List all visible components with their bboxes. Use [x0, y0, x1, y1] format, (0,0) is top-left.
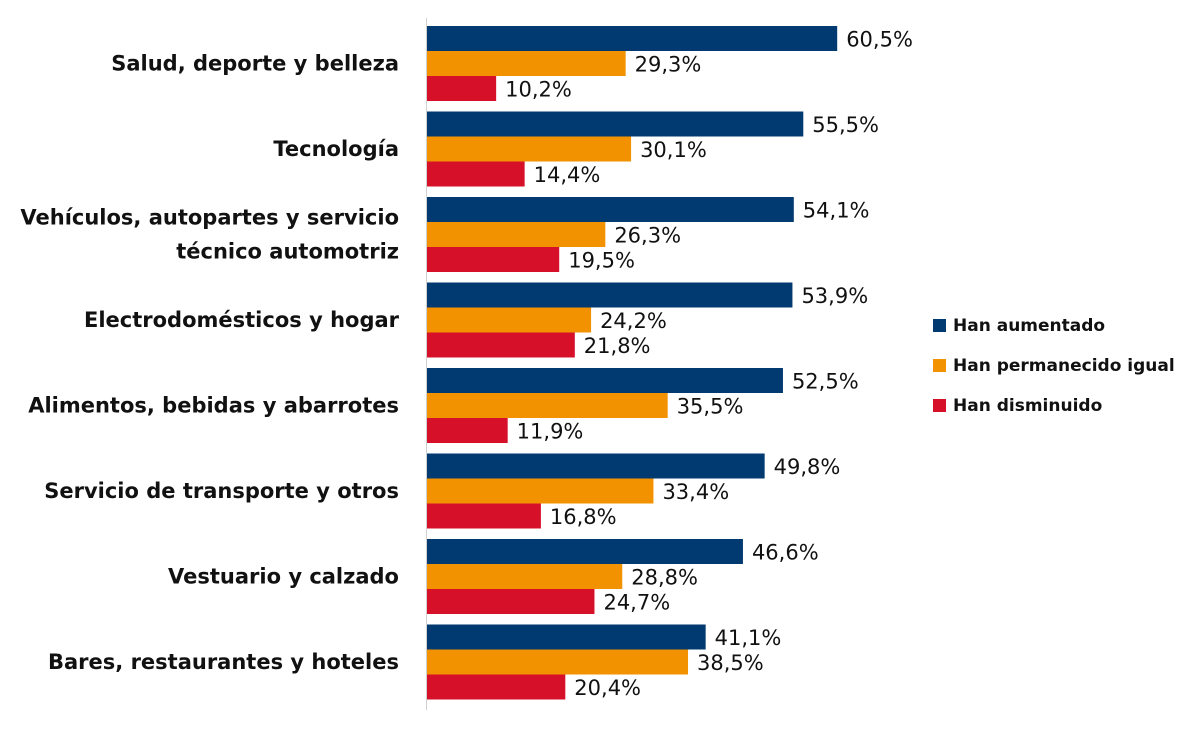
bar-han-aumentado — [427, 539, 743, 564]
value-label: 10,2% — [505, 78, 572, 102]
bars-group — [427, 26, 838, 700]
category-label: Salud, deporte y belleza — [111, 52, 399, 76]
bar-han-aumentado — [427, 624, 706, 650]
value-label: 28,8% — [631, 566, 698, 590]
bar-han-permanecido-igual — [427, 222, 606, 247]
bar-han-disminuido — [427, 161, 525, 187]
legend-swatch — [933, 399, 946, 412]
legend-label: Han aumentado — [953, 316, 1105, 336]
bar-han-aumentado — [427, 368, 783, 393]
legend: Han aumentado Han permanecido igual Han di… — [933, 316, 1175, 416]
category-label: técnico automotriz — [176, 240, 399, 264]
value-label: 26,3% — [614, 224, 681, 248]
value-label: 16,8% — [550, 505, 617, 529]
value-label: 60,5% — [846, 28, 913, 52]
value-label: 38,5% — [697, 651, 764, 675]
value-label: 14,4% — [534, 163, 601, 187]
bar-han-permanecido-igual — [427, 393, 668, 418]
value-label: 49,8% — [774, 455, 841, 479]
bar-han-disminuido — [427, 332, 575, 358]
value-label: 21,8% — [584, 334, 651, 358]
legend-swatch — [933, 319, 946, 332]
category-label: Tecnología — [273, 137, 399, 161]
legend-swatch — [933, 359, 946, 372]
bar-han-aumentado — [427, 197, 794, 222]
category-label: Alimentos, bebidas y abarrotes — [28, 394, 399, 418]
bar-han-disminuido — [427, 589, 595, 614]
bar-han-permanecido-igual — [427, 564, 623, 589]
value-label: 52,5% — [792, 370, 859, 394]
bar-han-disminuido — [427, 503, 541, 529]
legend-label: Han permanecido igual — [953, 356, 1175, 376]
category-label: Electrodomésticos y hogar — [84, 308, 400, 332]
bar-han-permanecido-igual — [427, 136, 632, 162]
value-label: 19,5% — [568, 249, 635, 273]
category-labels-group: Salud, deporte y belleza Tecnología Vehícu… — [20, 52, 399, 675]
category-label: Vehículos, autopartes y servicio — [20, 206, 399, 230]
bar-han-disminuido — [427, 76, 497, 101]
category-label: Bares, restaurantes y hoteles — [48, 650, 399, 674]
bar-han-permanecido-igual — [427, 51, 626, 76]
bar-han-aumentado — [427, 282, 793, 308]
value-label: 54,1% — [803, 199, 870, 223]
value-label: 20,4% — [574, 676, 641, 700]
value-label: 53,9% — [801, 284, 868, 308]
value-label: 11,9% — [517, 420, 584, 444]
bar-han-aumentado — [427, 111, 804, 137]
value-label: 29,3% — [635, 53, 702, 77]
bar-han-permanecido-igual — [427, 307, 592, 333]
bar-han-disminuido — [427, 674, 566, 700]
bar-han-disminuido — [427, 247, 560, 272]
bar-han-aumentado — [427, 26, 838, 51]
value-label: 24,7% — [603, 591, 670, 615]
value-label: 55,5% — [812, 113, 879, 137]
category-label: Servicio de transporte y otros — [44, 479, 399, 503]
bar-han-aumentado — [427, 453, 765, 479]
value-label: 41,1% — [715, 626, 782, 650]
legend-label: Han disminuido — [953, 396, 1102, 416]
bar-han-disminuido — [427, 418, 508, 443]
bar-han-permanecido-igual — [427, 478, 654, 504]
value-labels-group: 60,5% 29,3% 10,2% 55,5% 30,1% 14,4% 54,1% 26,3%… — [505, 28, 913, 701]
value-label: 24,2% — [600, 309, 667, 333]
value-label: 46,6% — [752, 541, 819, 565]
bar-han-permanecido-igual — [427, 649, 689, 675]
value-label: 30,1% — [640, 138, 707, 162]
value-label: 33,4% — [662, 480, 729, 504]
value-label: 35,5% — [677, 395, 744, 419]
category-label: Vestuario y calzado — [168, 565, 399, 589]
